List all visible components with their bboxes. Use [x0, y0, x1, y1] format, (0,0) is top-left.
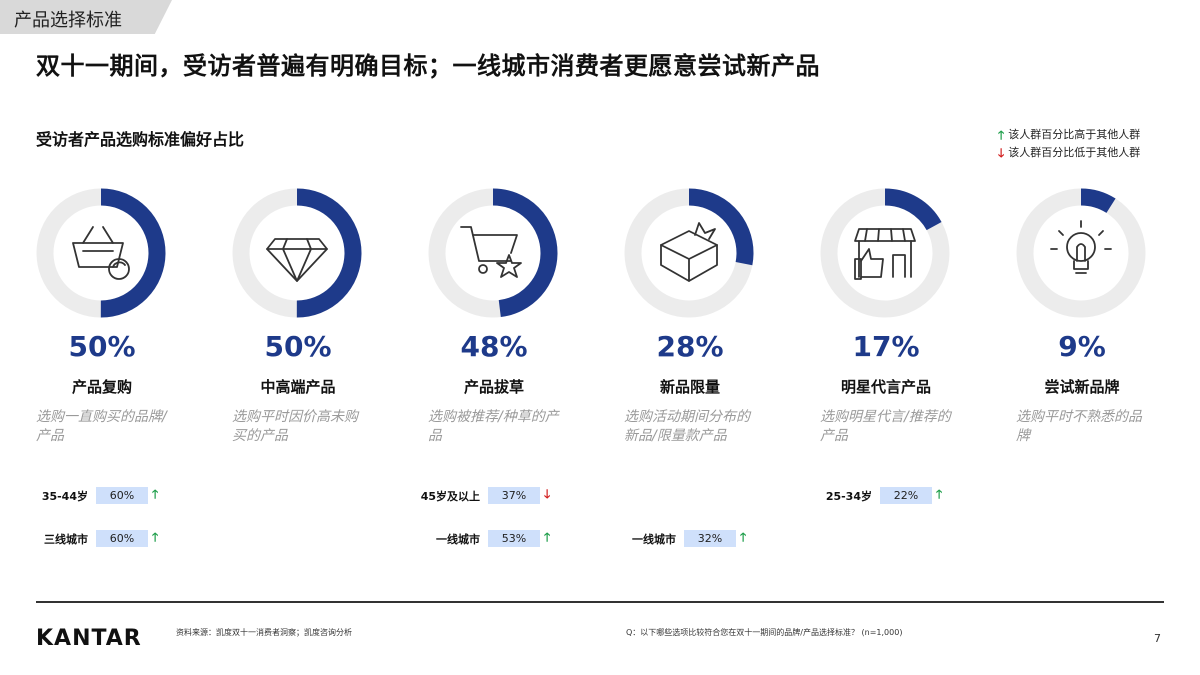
category-description: 选购平时因价高未购买的产品	[232, 409, 358, 444]
donut-value-arc	[1016, 188, 1146, 318]
arrow-up-icon: 🡑	[152, 487, 159, 501]
donut-2	[232, 188, 362, 318]
segment-value: 60%	[96, 487, 148, 504]
donut-value-arc	[232, 188, 362, 318]
segment-label: 三线城市	[44, 532, 88, 546]
category-name: 新品限量	[659, 378, 720, 396]
donut-track	[1016, 188, 1146, 318]
segment-label: 一线城市	[436, 532, 480, 546]
category-name: 尝试新品牌	[1044, 378, 1120, 396]
segment-label: 45岁及以上	[420, 489, 480, 503]
donut-value-arc	[820, 188, 950, 318]
arrow-up-icon: 🡑	[936, 487, 943, 501]
segment-value: 60%	[96, 530, 148, 547]
diamond-icon	[266, 238, 328, 282]
arrow-down-icon: 🡓	[998, 146, 1005, 160]
donut-value-arc	[624, 188, 754, 318]
segment-stat: 35-44岁 60% 🡑	[28, 485, 158, 506]
segment-value: 22%	[880, 487, 932, 504]
donut-track	[232, 188, 362, 318]
footer-source: 资料来源：凯度双十一消费者洞察；凯度咨询分析	[176, 628, 352, 637]
store-thumbs-up-icon	[854, 228, 916, 280]
category-name: 明星代言产品	[840, 378, 931, 396]
category-percentage: 50%	[264, 330, 332, 363]
footer-divider	[36, 601, 1164, 603]
footer-question: Q：以下哪些选项比较符合您在双十一期间的品牌/产品选择标准？ (n=1,000)	[626, 628, 903, 637]
donut-1	[36, 188, 166, 318]
category-name: 产品复购	[71, 378, 132, 396]
basket-refresh-icon	[72, 226, 130, 280]
segment-value: 53%	[488, 530, 540, 547]
category-description: 选购一直购买的品牌/产品	[36, 409, 167, 444]
category-percentage: 50%	[68, 330, 136, 363]
legend-up-row: 🡑 该人群百分比高于其他人群	[998, 126, 1140, 144]
arrow-down-icon: 🡓	[544, 487, 551, 501]
chart-title: 受访者产品选购标准偏好占比	[36, 130, 245, 149]
section-tag: 产品选择标准	[0, 0, 172, 34]
category-description: 选购被推荐/种草的产品	[428, 409, 559, 444]
category-description: 选购平时不熟悉的品牌	[1016, 409, 1142, 444]
donut-track	[428, 188, 558, 318]
arrow-up-icon: 🡑	[740, 530, 747, 544]
segment-stat: 45岁及以上 37% 🡓	[420, 485, 550, 506]
category-description: 选购明星代言/推荐的产品	[820, 409, 951, 444]
category-percentage: 9%	[1058, 330, 1106, 363]
segment-value: 37%	[488, 487, 540, 504]
kantar-logo: KANTAR	[36, 626, 142, 651]
donut-3	[428, 188, 558, 318]
category-description: 选购活动期间分布的新品/限量款产品	[624, 409, 750, 444]
segment-value: 32%	[684, 530, 736, 547]
cart-star-icon	[460, 226, 522, 278]
category-percentage: 17%	[852, 330, 920, 363]
category-percentage: 28%	[656, 330, 724, 363]
lightbulb-icon	[1050, 220, 1112, 274]
legend-down-row: 🡓 该人群百分比低于其他人群	[998, 144, 1140, 162]
segment-stat: 一线城市 32% 🡑	[616, 528, 746, 549]
segment-stat: 三线城市 60% 🡑	[28, 528, 158, 549]
donut-value-arc	[428, 188, 558, 318]
legend-up-label: 该人群百分比高于其他人群	[1008, 128, 1141, 141]
section-tag-label: 产品选择标准	[14, 10, 122, 31]
donut-5	[820, 188, 950, 318]
arrow-up-icon: 🡑	[544, 530, 551, 544]
segment-label: 25-34岁	[825, 489, 872, 503]
donut-track	[36, 188, 166, 318]
donut-track	[820, 188, 950, 318]
donut-6	[1016, 188, 1146, 318]
category-name: 中高端产品	[260, 378, 336, 396]
donut-4	[624, 188, 754, 318]
page-number: 7	[1154, 632, 1161, 645]
category-name: 产品拔草	[463, 378, 524, 396]
trend-legend: 🡑 该人群百分比高于其他人群 🡓 该人群百分比低于其他人群	[998, 126, 1140, 162]
segment-label: 35-44岁	[41, 489, 88, 503]
page-headline: 双十一期间，受访者普遍有明确目标；一线城市消费者更愿意尝试新产品	[36, 52, 820, 80]
segment-stat: 25-34岁 22% 🡑	[812, 485, 942, 506]
arrow-up-icon: 🡑	[998, 128, 1005, 142]
arrow-up-icon: 🡑	[152, 530, 159, 544]
category-percentage: 48%	[460, 330, 528, 363]
segment-stat: 一线城市 53% 🡑	[420, 528, 550, 549]
segment-label: 一线城市	[632, 532, 676, 546]
legend-down-label: 该人群百分比低于其他人群	[1008, 146, 1141, 159]
donut-track	[624, 188, 754, 318]
donut-value-arc	[36, 188, 166, 318]
gift-box-icon	[660, 222, 718, 282]
